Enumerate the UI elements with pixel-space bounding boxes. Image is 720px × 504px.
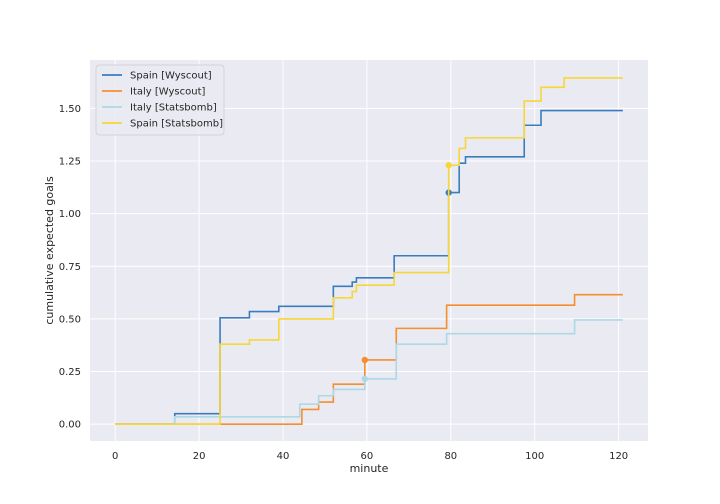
series-line-italy-wyscout <box>115 293 623 425</box>
x-tick-label: 20 <box>193 451 206 462</box>
x-tick-label: 80 <box>444 451 457 462</box>
x-tick-label: 120 <box>609 451 628 462</box>
y-tick-label: 0.00 <box>59 420 81 431</box>
x-tick-label: 60 <box>361 451 374 462</box>
y-tick-label: 1.25 <box>59 157 81 168</box>
goal-marker-italy-wyscout <box>361 356 369 364</box>
series-line-spain-wyscout <box>115 109 623 425</box>
y-tick-label: 1.50 <box>59 104 81 115</box>
y-tick-label: 1.00 <box>59 209 81 220</box>
x-tick-label: 40 <box>277 451 290 462</box>
x-tick-label: 0 <box>112 451 118 462</box>
legend-entry: Italy [Statsbomb] <box>130 103 217 114</box>
legend-entry: Spain [Wyscout] <box>130 71 212 82</box>
legend-entry: Spain [Statsbomb] <box>130 119 223 130</box>
goal-marker-spain-statsbomb <box>445 162 452 169</box>
series-line-italy-statsbomb <box>115 319 623 425</box>
y-tick-label: 0.50 <box>59 314 81 325</box>
legend-box <box>95 64 225 136</box>
goal-marker-italy-statsbomb <box>361 375 369 383</box>
y-axis-label: cumulative expected goals <box>43 176 56 325</box>
x-tick-label: 100 <box>525 451 544 462</box>
legend: Spain [Wyscout] Italy [Wyscout] Italy [Sta… <box>95 64 225 136</box>
y-tick-label: 0.25 <box>59 367 81 378</box>
y-tick-label: 0.75 <box>59 262 81 273</box>
series-layer <box>115 77 623 425</box>
series-line-spain-statsbomb <box>115 77 623 425</box>
x-axis-label: minute <box>350 462 389 475</box>
legend-entry: Italy [Wyscout] <box>130 87 205 98</box>
ticks: 0 20 40 60 80 100 120 0.00 0.25 0.50 0.75 1.00 1.25 1… <box>59 104 628 462</box>
